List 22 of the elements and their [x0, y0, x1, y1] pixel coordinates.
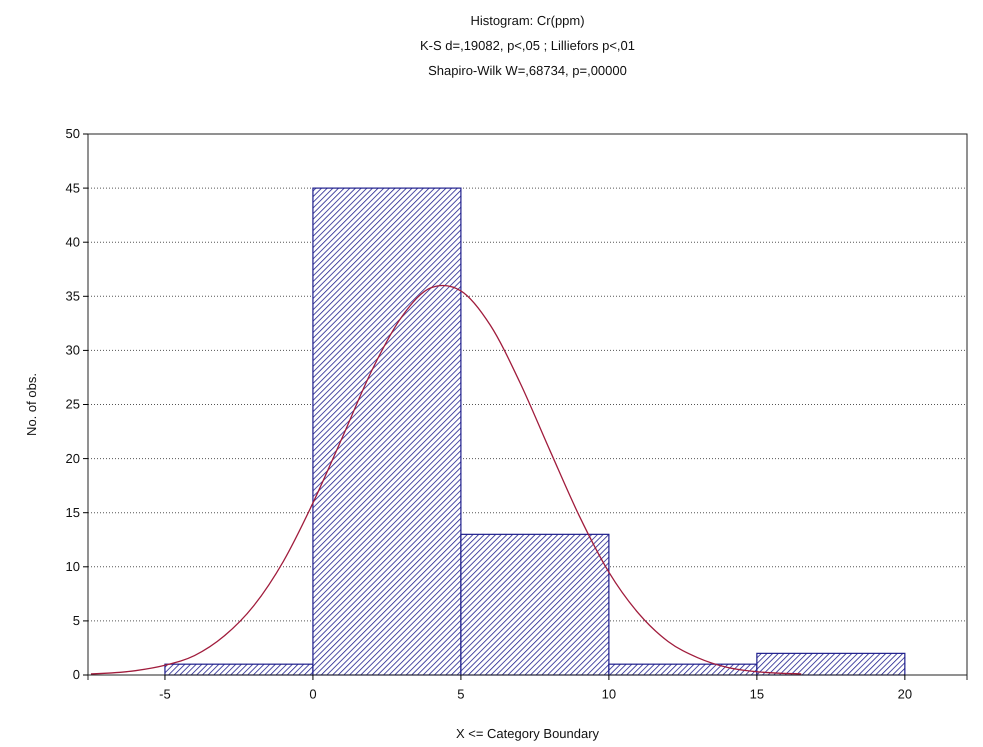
y-axis-title: No. of obs.	[24, 373, 39, 436]
x-tick-label: 15	[750, 686, 764, 702]
x-tick-label: 20	[898, 686, 912, 702]
x-tick-label: -5	[159, 686, 171, 702]
x-tick-label: 10	[602, 686, 616, 702]
y-tick-label: 35	[66, 288, 80, 304]
y-tick-label: 25	[66, 396, 80, 412]
y-tick-label: 40	[66, 234, 80, 250]
y-tick-label: 20	[66, 450, 80, 466]
y-tick-label: 30	[66, 342, 80, 358]
chart-title: Histogram: Cr(ppm)	[470, 13, 585, 28]
y-tick-label: 15	[66, 504, 80, 520]
chart-subtitle: K-S d=,19082, p<,05 ; Lilliefors p<,01 Shapiro-Wilk W=,68734, p=,00000	[420, 38, 636, 78]
y-tick-label: 45	[66, 180, 80, 196]
y-tick-label: 5	[72, 613, 80, 628]
y-tick-label: 10	[66, 558, 80, 574]
x-tick-label: 0	[309, 686, 317, 702]
line-series	[90, 284, 802, 675]
x-axis-title: X <= Category Boundary	[456, 726, 600, 741]
y-tick-label: 50	[66, 126, 80, 142]
y-tick-label: 0	[72, 667, 80, 682]
x-tick-label: 5	[457, 686, 465, 702]
